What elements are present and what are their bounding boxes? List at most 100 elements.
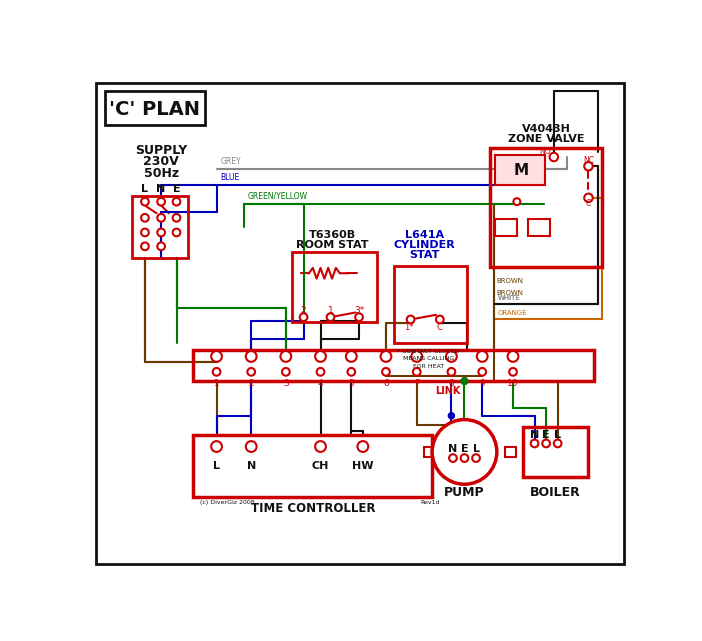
Circle shape — [173, 229, 180, 237]
Circle shape — [508, 351, 518, 362]
Text: ZONE VALVE: ZONE VALVE — [508, 133, 584, 144]
Circle shape — [411, 351, 422, 362]
Bar — [394, 265, 467, 342]
Text: 7: 7 — [414, 379, 420, 388]
Text: LINK: LINK — [435, 386, 461, 396]
Bar — [425, 447, 435, 457]
Text: 2: 2 — [249, 379, 254, 388]
Text: MEANS CALLING: MEANS CALLING — [403, 356, 454, 362]
Text: L641A: L641A — [405, 229, 444, 240]
Circle shape — [382, 368, 390, 376]
Circle shape — [157, 214, 165, 222]
Text: 6: 6 — [383, 379, 389, 388]
Text: N: N — [157, 183, 166, 194]
Circle shape — [213, 368, 220, 376]
Text: HW: HW — [352, 461, 373, 470]
Text: 50Hz: 50Hz — [143, 167, 179, 179]
Circle shape — [346, 351, 357, 362]
Text: N: N — [449, 444, 458, 454]
Text: 5: 5 — [348, 379, 355, 388]
Bar — [523, 428, 588, 478]
Circle shape — [542, 440, 550, 447]
Circle shape — [246, 441, 257, 452]
Text: L: L — [213, 461, 220, 470]
Text: NO: NO — [540, 147, 551, 156]
Circle shape — [347, 368, 355, 376]
Text: N: N — [246, 461, 256, 470]
Circle shape — [550, 153, 558, 162]
Circle shape — [211, 351, 222, 362]
Circle shape — [315, 351, 326, 362]
Text: ROOM STAT: ROOM STAT — [296, 240, 369, 250]
Circle shape — [141, 242, 149, 250]
Circle shape — [461, 378, 468, 384]
Circle shape — [173, 214, 180, 222]
Text: ORANGE: ORANGE — [498, 310, 527, 317]
Text: WHITE: WHITE — [498, 295, 520, 301]
Text: SUPPLY: SUPPLY — [135, 144, 187, 156]
Text: (c) DiverGiz 2008: (c) DiverGiz 2008 — [199, 500, 254, 505]
Circle shape — [436, 315, 444, 323]
Circle shape — [141, 229, 149, 237]
Circle shape — [478, 368, 486, 376]
Text: FOR HEAT: FOR HEAT — [413, 364, 444, 369]
Circle shape — [141, 198, 149, 206]
Circle shape — [413, 368, 420, 376]
Text: BLUE: BLUE — [220, 172, 239, 181]
Circle shape — [173, 198, 180, 206]
Bar — [496, 156, 545, 185]
Circle shape — [380, 351, 391, 362]
Text: 1*: 1* — [404, 322, 413, 331]
Text: C: C — [437, 322, 443, 331]
Circle shape — [448, 368, 456, 376]
Circle shape — [432, 420, 497, 484]
Circle shape — [157, 229, 165, 237]
Text: L: L — [554, 430, 561, 440]
Text: E: E — [543, 430, 550, 440]
Circle shape — [531, 440, 538, 447]
Text: 3: 3 — [283, 379, 289, 388]
Text: 230V: 230V — [143, 155, 179, 168]
Circle shape — [246, 351, 257, 362]
Text: Rev1d: Rev1d — [420, 500, 440, 505]
Text: E: E — [173, 183, 180, 194]
Text: TIME CONTROLLER: TIME CONTROLLER — [251, 502, 375, 515]
Text: L: L — [472, 444, 479, 454]
Bar — [194, 350, 594, 381]
Circle shape — [326, 313, 334, 321]
Circle shape — [211, 441, 222, 452]
Circle shape — [355, 313, 363, 321]
Circle shape — [281, 351, 291, 362]
Circle shape — [446, 351, 457, 362]
Bar — [292, 253, 377, 322]
Circle shape — [317, 368, 324, 376]
Circle shape — [472, 454, 480, 462]
Text: BROWN: BROWN — [497, 290, 524, 296]
Text: 'C' PLAN: 'C' PLAN — [110, 100, 201, 119]
Text: T6360B: T6360B — [308, 229, 356, 240]
Text: V4043H: V4043H — [522, 124, 571, 134]
Circle shape — [461, 454, 468, 462]
Circle shape — [449, 454, 457, 462]
Bar — [505, 447, 516, 457]
Circle shape — [513, 198, 520, 205]
Text: WHITE: WHITE — [498, 295, 520, 301]
Text: C: C — [586, 199, 591, 208]
Bar — [490, 148, 602, 267]
Text: 1: 1 — [328, 306, 333, 315]
Text: STAT: STAT — [409, 250, 439, 260]
Text: * CONTACT CLOSED: * CONTACT CLOSED — [397, 349, 459, 354]
Text: E: E — [461, 444, 468, 454]
Text: 1: 1 — [213, 379, 220, 388]
Circle shape — [141, 214, 149, 222]
Circle shape — [300, 313, 307, 321]
Text: BROWN: BROWN — [497, 278, 524, 284]
Text: PUMP: PUMP — [444, 487, 485, 499]
Text: CYLINDER: CYLINDER — [394, 240, 456, 250]
Bar — [132, 196, 188, 258]
Circle shape — [157, 198, 165, 206]
Text: 2: 2 — [300, 306, 306, 315]
Text: 3*: 3* — [354, 306, 364, 315]
Text: BOILER: BOILER — [530, 487, 581, 499]
Circle shape — [315, 441, 326, 452]
